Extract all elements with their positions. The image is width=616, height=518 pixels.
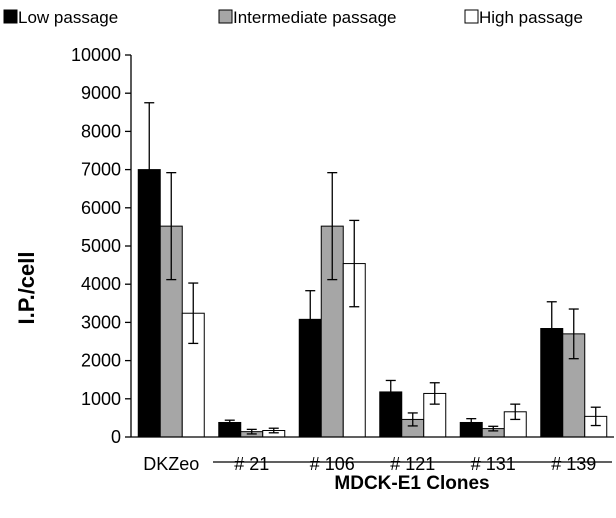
y-tick-label: 4000 [81, 274, 121, 294]
y-axis-label: I.P./cell [14, 252, 39, 325]
plot-area: 0 1000 2000 3000 4000 5000 6000 7000 8000 9000 100… [71, 45, 614, 474]
legend-label: Low passage [18, 8, 118, 27]
legend-swatch [218, 9, 233, 24]
y-tick-label: 5000 [81, 236, 121, 256]
y-tick-label: 6000 [81, 198, 121, 218]
legend-label: Intermediate passage [233, 8, 397, 27]
legend-swatch [464, 9, 479, 24]
y-tick-label: 3000 [81, 312, 121, 332]
y-tick-label: 9000 [81, 83, 121, 103]
y-tick-label: 10000 [71, 45, 121, 65]
x-tick-label: # 121 [390, 454, 435, 474]
y-tick-label: 1000 [81, 389, 121, 409]
y-tick-label: 2000 [81, 351, 121, 371]
y-tick-label: 0 [111, 427, 121, 447]
legend: Low passage Intermediate passage High pass… [3, 8, 583, 27]
x-tick-label: # 139 [551, 454, 596, 474]
x-tick-label: # 106 [310, 454, 355, 474]
x-tick-label: # 131 [471, 454, 516, 474]
group-label: MDCK-E1 Clones [334, 473, 489, 494]
x-tick-label: # 21 [234, 454, 269, 474]
legend-swatch [3, 9, 18, 24]
x-tick-label: DKZeo [143, 454, 199, 474]
legend-label: High passage [479, 8, 583, 27]
y-tick-label: 8000 [81, 121, 121, 141]
y-tick-label: 7000 [81, 160, 121, 180]
